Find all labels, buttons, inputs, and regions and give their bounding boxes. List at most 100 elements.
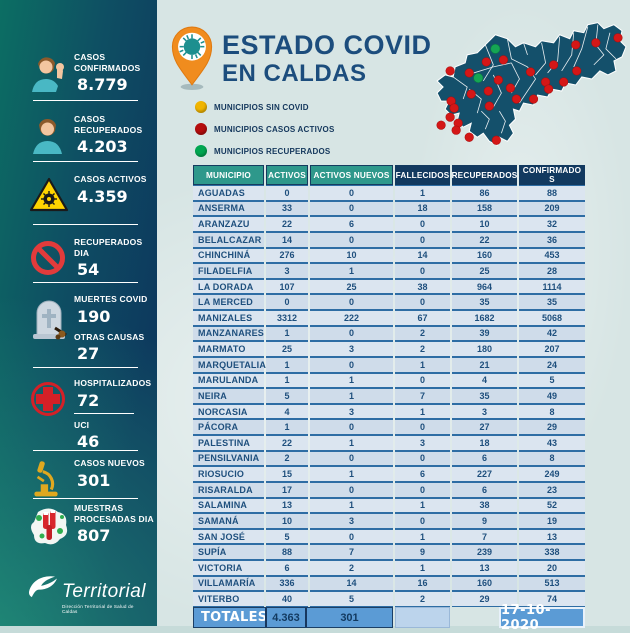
value-cell: 16 <box>395 575 450 592</box>
column-header-confirmados: CONFIRMADOS <box>519 165 585 185</box>
municipio-cell: RISARALDA <box>193 481 264 498</box>
tombstone-icon <box>29 296 67 340</box>
value-cell: 1682 <box>452 310 517 326</box>
value-cell: 39 <box>452 325 517 342</box>
value-cell: 21 <box>452 356 517 373</box>
stat-value-secondary: 27 <box>77 344 100 363</box>
value-cell: 0 <box>395 231 450 248</box>
table-row-aguadas: AGUADAS 0 0 1 86 88 <box>193 185 585 201</box>
legend-item: MUNICIPIOS CASOS ACTIVOS <box>195 118 335 140</box>
value-cell: 13 <box>452 560 517 576</box>
municipio-cell: ARANZAZU <box>193 216 264 232</box>
value-cell: 10 <box>452 216 517 232</box>
value-cell: 52 <box>519 497 585 514</box>
value-cell: 338 <box>519 544 585 560</box>
value-cell: 160 <box>452 247 517 264</box>
municipio-cell: MARQUETALIA <box>193 356 266 373</box>
value-cell: 1 <box>310 263 393 279</box>
value-cell: 14 <box>310 575 393 592</box>
table-row-filadelfia: FILADELFIA 3 1 0 25 28 <box>193 263 585 279</box>
table-row-marmato: MARMATO 25 3 2 180 207 <box>193 341 585 357</box>
value-cell: 158 <box>452 200 517 217</box>
value-cell: 5 <box>266 388 308 404</box>
value-cell: 22 <box>266 216 308 232</box>
value-cell: 107 <box>266 278 308 295</box>
value-cell: 35 <box>519 294 585 310</box>
municipio-cell: VITERBO <box>193 591 264 607</box>
municipio-cell: VICTORIA <box>193 560 264 576</box>
value-cell: 5 <box>519 372 585 389</box>
stat-label: HOSPITALIZADOS <box>74 378 152 388</box>
value-cell: 0 <box>310 231 393 248</box>
municipio-cell: MANZANARES <box>193 325 264 342</box>
value-cell: 14 <box>395 247 450 264</box>
value-cell: 22 <box>266 435 308 451</box>
value-cell: 2 <box>395 341 450 357</box>
value-cell: 40 <box>266 591 308 607</box>
value-cell: 1 <box>395 185 450 201</box>
value-cell: 0 <box>395 450 450 467</box>
value-cell: 0 <box>395 481 450 498</box>
sidebar-divider <box>33 100 138 101</box>
value-cell: 23 <box>519 481 585 498</box>
legend-item: MUNICIPIOS SIN COVID <box>195 96 335 118</box>
value-cell: 2 <box>266 450 308 467</box>
map-active-dots <box>436 33 623 145</box>
value-cell: 0 <box>395 216 450 232</box>
value-cell: 5068 <box>519 310 585 326</box>
value-cell: 1 <box>266 325 308 342</box>
stat-label: CASOS NUEVOS <box>74 458 145 468</box>
value-cell: 0 <box>310 356 393 373</box>
medical-cross-icon <box>29 380 67 424</box>
value-cell: 25 <box>310 278 393 295</box>
value-cell: 2 <box>395 325 450 342</box>
value-cell: 3 <box>452 403 517 420</box>
value-cell: 0 <box>310 325 393 342</box>
stat-value: 72 <box>77 390 100 410</box>
value-cell: 6 <box>395 466 450 482</box>
stat-label: MUERTES COVID <box>74 294 148 304</box>
sidebar-divider <box>33 282 138 283</box>
stat-label: CASOS ACTIVOS <box>74 174 147 184</box>
bottom-strip <box>0 626 630 633</box>
stat-value: 54 <box>77 260 100 279</box>
value-cell: 0 <box>395 263 450 279</box>
table-row-pácora: PÁCORA 1 0 0 27 29 <box>193 419 585 435</box>
sidebar-divider <box>33 450 138 451</box>
value-cell: 67 <box>395 310 450 326</box>
green-dot-icon <box>195 145 207 157</box>
value-cell: 3 <box>310 513 393 529</box>
sidebar-divider <box>33 498 138 499</box>
legend-item: MUNICIPIOS RECUPERADOS <box>195 140 335 162</box>
sidebar-divider <box>33 367 138 368</box>
table-row-villamaría: VILLAMARÍA 336 14 16 160 513 <box>193 575 585 592</box>
table-row-aranzazu: ARANZAZU 22 6 0 10 32 <box>193 216 585 232</box>
totals-row: TOTALES 4.363 301 17-10-2020 <box>193 603 585 633</box>
municipio-cell: ANSERMA <box>193 200 264 217</box>
value-cell: 0 <box>395 513 450 529</box>
municipio-cell: BELALCAZAR <box>193 231 264 248</box>
value-cell: 38 <box>452 497 517 514</box>
value-cell: 249 <box>519 466 585 482</box>
value-cell: 276 <box>266 247 308 264</box>
covid-table: MUNICIPIO ACTIVOS ACTIVOS NUEVOS FALLECIDOS… <box>193 165 585 607</box>
value-cell: 24 <box>519 356 585 373</box>
table-row-salamina: SALAMINA 13 1 1 38 52 <box>193 497 585 514</box>
value-cell: 513 <box>519 575 585 592</box>
value-cell: 1114 <box>519 278 585 295</box>
municipio-cell: SALAMINA <box>193 497 264 514</box>
totals-activos-nuevos: 301 <box>340 611 359 624</box>
value-cell: 7 <box>452 528 517 545</box>
person-raising-hand-icon <box>29 54 67 98</box>
value-cell: 8 <box>519 450 585 467</box>
value-cell: 13 <box>519 528 585 545</box>
municipio-cell: SUPÍA <box>193 544 264 560</box>
table-row-pensilvania: PENSILVANIA 2 0 0 6 8 <box>193 450 585 467</box>
value-cell: 0 <box>395 372 450 389</box>
value-cell: 9 <box>395 544 450 560</box>
value-cell: 22 <box>452 231 517 248</box>
value-cell: 1 <box>266 372 308 389</box>
stat-label: CASOS CONFIRMADOS <box>74 52 141 73</box>
municipio-cell: AGUADAS <box>193 185 264 201</box>
